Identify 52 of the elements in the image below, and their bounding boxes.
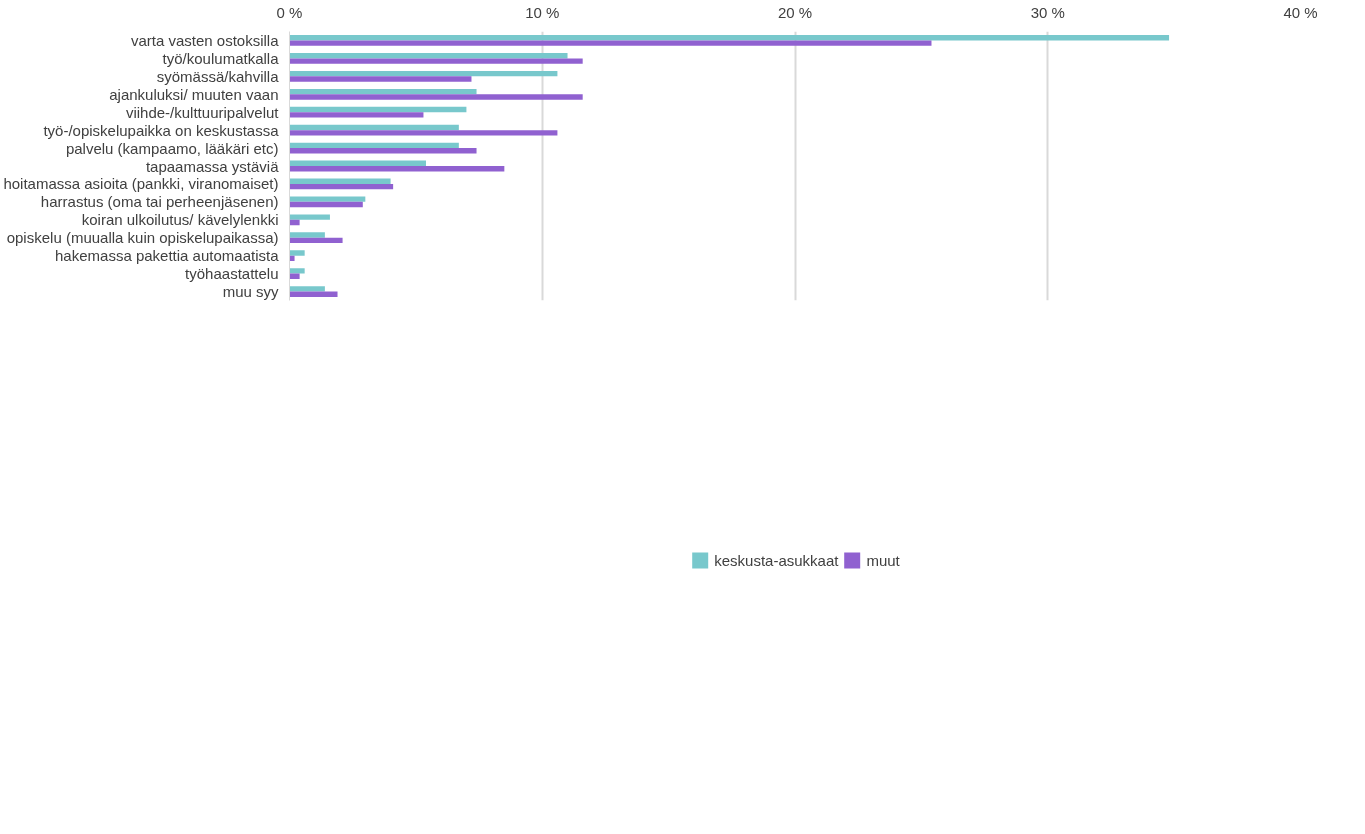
bar (289, 70, 558, 77)
x-tick-label: 0 % (276, 3, 303, 21)
x-tick-label: 10 % (525, 3, 560, 21)
bar (289, 178, 391, 184)
bar (289, 166, 505, 172)
y-tick-label: työ-/opiskelupaikka on keskustassa (43, 121, 280, 139)
y-tick-label: koiran ulkoilutus/ kävelylenkki (81, 211, 279, 229)
bar (289, 58, 583, 64)
bar (289, 112, 424, 118)
bar (289, 214, 330, 220)
bar (289, 130, 558, 136)
y-tick-label: muu syy (222, 283, 279, 301)
y-tick-label: työhaastattelu (185, 265, 279, 283)
y-tick-label: työ/koulumatkalla (162, 49, 280, 67)
y-tick-label: palvelu (kampaamo, lääkäri etc) (65, 139, 279, 157)
bar (289, 255, 295, 262)
bar (289, 196, 366, 202)
bar (289, 160, 426, 166)
bar (289, 148, 477, 154)
x-tick-label: 40 % (1283, 3, 1318, 21)
bar (289, 273, 300, 279)
legend-label: muut (866, 551, 900, 569)
bar (289, 268, 305, 274)
x-tick-label: 30 % (1030, 3, 1065, 21)
bar (289, 250, 305, 256)
y-tick-label: viihde-/kulttuuripalvelut (125, 103, 280, 121)
bar (289, 124, 459, 131)
bar (289, 286, 325, 292)
bar (289, 291, 338, 297)
y-tick-label: varta vasten ostoksilla (130, 31, 280, 49)
bar (289, 76, 472, 82)
y-tick-label: harrastus (oma tai perheenjäsenen) (40, 193, 279, 211)
y-tick-label: hoitamassa asioita (pankki, viranomaiset) (3, 175, 279, 193)
bar (289, 35, 1170, 41)
bar (289, 201, 363, 208)
bar (289, 94, 583, 100)
bar (289, 219, 300, 226)
bar (289, 53, 568, 59)
bar (289, 106, 467, 113)
legend-label: keskusta-asukkaat (714, 551, 839, 569)
y-tick-label: tapaamassa ystäviä (145, 157, 280, 175)
y-tick-label: ajankuluksi/ muuten vaan (109, 85, 279, 103)
y-tick-label: hakemassa pakettia automaatista (55, 247, 280, 265)
y-tick-label: opiskelu (muualla kuin opiskelupaikassa) (6, 229, 279, 247)
bar (289, 142, 459, 149)
x-tick-label: 20 % (777, 3, 813, 21)
bar (289, 232, 325, 238)
bar (289, 40, 932, 46)
bar (289, 183, 394, 190)
bar (289, 88, 477, 95)
y-tick-label: syömässä/kahvilla (156, 67, 280, 85)
bar (289, 237, 343, 244)
